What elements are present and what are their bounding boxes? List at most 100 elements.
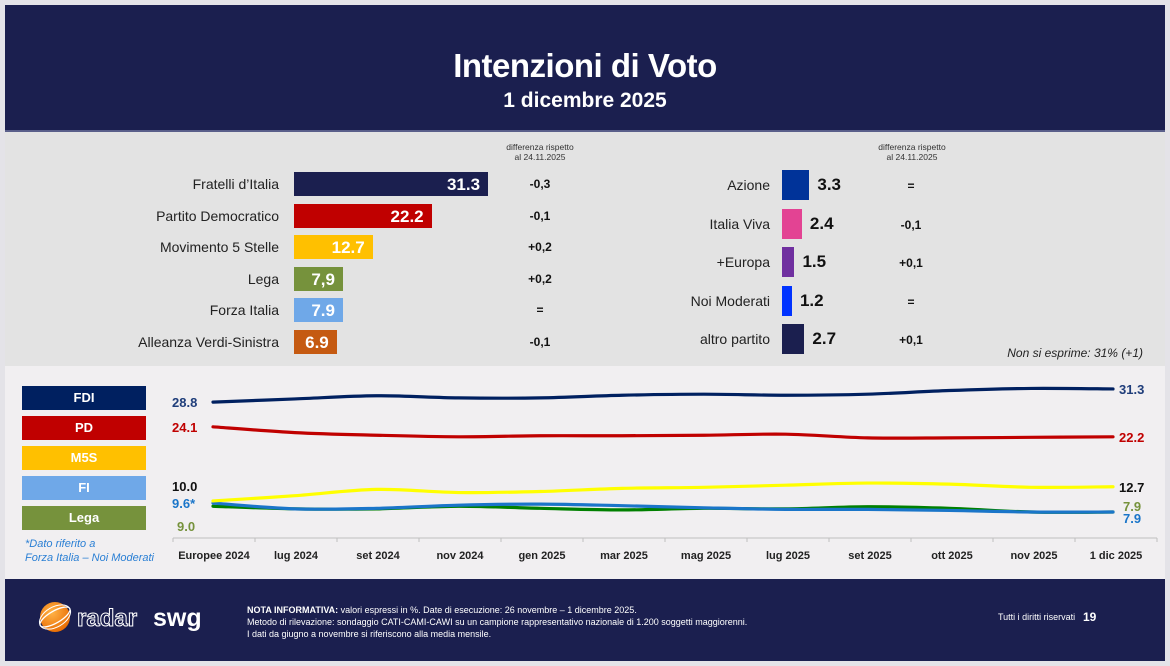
bar-forza-italia: 7.9 xyxy=(294,298,343,322)
bar-value-noi-moderati: 1.2 xyxy=(799,290,824,310)
legend-m5s: M5S xyxy=(22,446,146,470)
x-tick-label: Europee 2024 xyxy=(178,550,250,562)
bar-value-italia-viva: 2.4 xyxy=(809,213,834,233)
slide: Intenzioni di Voto 1 dicembre 2025 diffe… xyxy=(5,5,1165,661)
bar-azione xyxy=(782,170,810,200)
page-subtitle: 1 dicembre 2025 xyxy=(503,89,667,112)
diff-header-line2: al 24.11.2025 xyxy=(886,152,938,162)
x-tick-label: 1 dic 2025 xyxy=(1090,550,1143,562)
page-title: Intenzioni di Voto xyxy=(453,47,717,84)
x-tick-label: nov 2024 xyxy=(436,550,484,562)
diff-alleanza-verdi-sinistra: -0,1 xyxy=(529,334,551,349)
bar-partito-democratico: 22.2 xyxy=(294,203,432,228)
party-label-partito-democratico: Partito Democratico xyxy=(156,207,279,224)
legend-fdi: FDI xyxy=(22,386,146,410)
diff-noi-moderati: = xyxy=(907,294,915,309)
non-si-esprime: Non si esprime: 31% (+1) xyxy=(1007,346,1143,360)
diff-europa: +0,1 xyxy=(899,256,923,270)
series-line-fdi xyxy=(211,386,1115,404)
bar-alleanza-verdi-sinistra: 6.9 xyxy=(294,329,337,354)
bar-italia-viva xyxy=(782,208,802,239)
end-label-fdi: 31.3 xyxy=(1119,382,1144,397)
page-number: 19 xyxy=(1083,610,1097,624)
x-tick-label: mar 2025 xyxy=(600,550,648,562)
start-label-lega: 9.0 xyxy=(177,519,195,534)
party-label-alleanza-verdi-sinistra: Alleanza Verdi-Sinistra xyxy=(138,333,279,350)
diff-movimento-5-stelle: +0,2 xyxy=(528,240,552,254)
x-tick-label: nov 2025 xyxy=(1010,550,1057,562)
bar-lega: 7,9 xyxy=(294,266,343,291)
party-label-fratelli-d-italia: Fratelli d’Italia xyxy=(192,176,279,192)
bar-noi-moderati xyxy=(782,285,792,316)
bar-europa xyxy=(782,247,795,277)
x-tick-label: gen 2025 xyxy=(518,550,565,562)
diff-header-right: differenza rispetto al 24.11.2025 xyxy=(862,142,962,162)
x-tick-label: ott 2025 xyxy=(931,550,973,562)
legend-pd: PD xyxy=(22,416,146,440)
diff-forza-italia: = xyxy=(536,303,544,317)
diff-lega: +0,2 xyxy=(528,271,552,286)
start-label-m5s: 10.0 xyxy=(172,479,197,494)
bar-value-azione: 3.3 xyxy=(817,175,842,194)
end-label-pd: 22.2 xyxy=(1119,430,1144,445)
legend-lega: Lega xyxy=(22,506,146,530)
end-label-m5s: 12.7 xyxy=(1119,480,1144,495)
bar-value: 6.9 xyxy=(305,332,329,352)
party-label-noi-moderati: Noi Moderati xyxy=(690,292,770,309)
x-tick-label: set 2025 xyxy=(848,550,891,562)
x-tick-label: lug 2024 xyxy=(274,550,319,562)
party-label-movimento-5-stelle: Movimento 5 Stelle xyxy=(159,239,279,255)
footnote: *Dato riferito a Forza Italia – Noi Mode… xyxy=(25,537,154,565)
bar-value: 31.3 xyxy=(446,175,481,194)
bar-value: 12.7 xyxy=(331,238,365,257)
note-line3: I dati da giugno a novembre si riferisco… xyxy=(247,629,492,639)
bars-panel: differenza rispetto al 24.11.2025 differ… xyxy=(5,132,1165,366)
diff-fratelli-d-italia: -0,3 xyxy=(529,177,551,191)
start-label-fi: 9.6* xyxy=(172,496,196,511)
bar-value: 7.9 xyxy=(311,301,335,320)
party-label-italia-viva: Italia Viva xyxy=(709,215,770,232)
bar-value-altro-partito: 2.7 xyxy=(812,329,837,348)
start-label-pd: 24.1 xyxy=(172,420,197,435)
end-label-fi: 7.9 xyxy=(1123,511,1141,526)
diff-italia-viva: -0,1 xyxy=(900,217,922,232)
party-label-azione: Azione xyxy=(727,177,770,193)
party-label-lega: Lega xyxy=(247,270,279,287)
party-label-europa: +Europa xyxy=(716,254,770,270)
x-tick-label: set 2024 xyxy=(356,550,400,562)
footnote-line1: *Dato riferito a xyxy=(25,538,96,550)
diff-header-line1: differenza rispetto xyxy=(506,142,574,152)
series-line-pd xyxy=(211,425,1115,440)
bar-value: 22.2 xyxy=(390,206,424,226)
start-label-fdi: 28.8 xyxy=(172,395,197,410)
brand-radar: radar xyxy=(77,605,137,632)
diff-header-line1: differenza rispetto xyxy=(878,142,946,152)
informative-note: NOTA INFORMATIVA: valori espressi in %. … xyxy=(247,604,747,640)
rights-text: Tutti i diritti riservati xyxy=(998,612,1076,622)
footer: radar swg NOTA INFORMATIVA: valori espre… xyxy=(5,579,1165,661)
legend-fi: FI xyxy=(22,476,146,500)
bar-fratelli-d-italia: 31.3 xyxy=(294,172,489,196)
radar-swg-logo: radar swg xyxy=(38,602,202,633)
diff-header-left: differenza rispetto al 24.11.2025 xyxy=(490,142,590,162)
note-line2: Metodo di rilevazione: sondaggio CATI-CA… xyxy=(247,617,748,627)
end-label-lega: 7.9 xyxy=(1123,499,1141,514)
bar-value-europa: 1.5 xyxy=(802,252,827,271)
series-line-fi xyxy=(211,501,1115,514)
bar-altro-partito xyxy=(782,324,805,354)
brand-swg: swg xyxy=(153,604,202,632)
bar-value: 7,9 xyxy=(311,269,335,289)
note-line1: valori espressi in %. Date di esecuzione… xyxy=(338,605,637,615)
diff-header-line2: al 24.11.2025 xyxy=(514,152,566,162)
trend-line-chart: Europee 2024 lug 2024 set 2024 nov 2024 gen … xyxy=(172,382,1158,562)
party-label-altro-partito: altro partito xyxy=(699,331,770,347)
x-tick-label: mag 2025 xyxy=(681,550,731,562)
diff-azione: = xyxy=(907,179,915,193)
bar-movimento-5-stelle: 12.7 xyxy=(294,235,373,259)
footnote-line2: Forza Italia – Noi Moderati xyxy=(25,552,154,564)
party-label-forza-italia: Forza Italia xyxy=(209,302,279,318)
series-line-m5s xyxy=(211,481,1115,503)
diff-altro-partito: +0,1 xyxy=(899,333,923,347)
note-label: NOTA INFORMATIVA: xyxy=(247,605,339,615)
diff-partito-democratico: -0,1 xyxy=(529,208,551,223)
